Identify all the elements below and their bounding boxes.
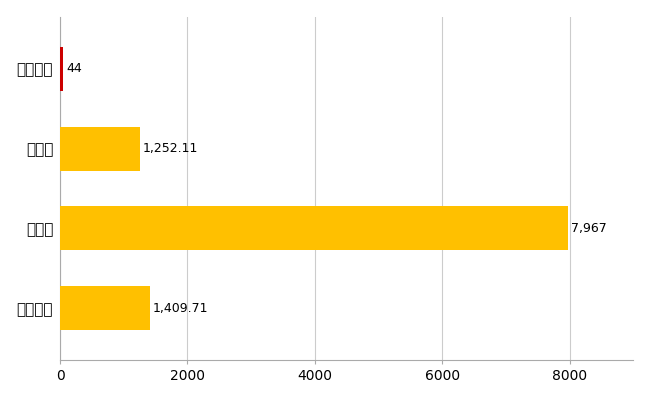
Bar (60, 286, 150, 330)
Bar (60, 126, 140, 170)
Text: 1,409.71: 1,409.71 (153, 302, 209, 315)
Bar (60, 47, 63, 90)
Text: 1,252.11: 1,252.11 (143, 142, 198, 155)
Text: 44: 44 (66, 62, 82, 75)
Bar (60, 206, 567, 250)
Text: 7,967: 7,967 (571, 222, 606, 235)
